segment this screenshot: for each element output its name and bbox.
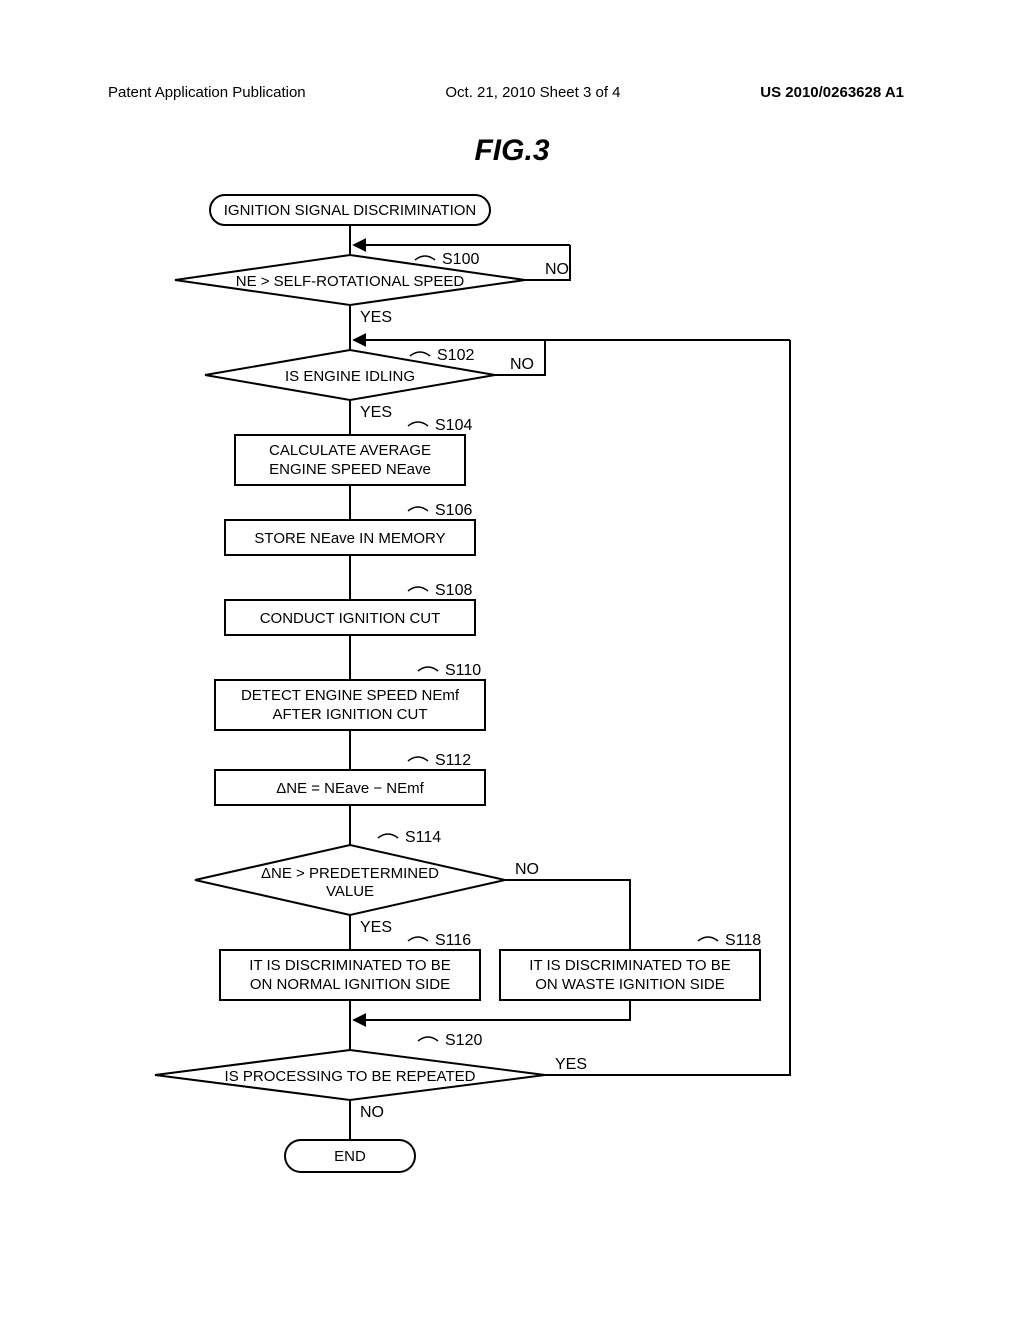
node-s116: IT IS DISCRIMINATED TO BE ON NORMAL IGNI… xyxy=(220,950,480,1000)
node-s100-text: NE > SELF-ROTATIONAL SPEED xyxy=(236,273,465,290)
node-s104-l2: ENGINE SPEED NEave xyxy=(269,461,431,478)
label-s110: S110 xyxy=(445,662,481,679)
s114-no: NO xyxy=(515,861,539,878)
page-header: Patent Application Publication Oct. 21, … xyxy=(0,84,1024,101)
node-s102-text: IS ENGINE IDLING xyxy=(285,368,415,385)
label-s104: S104 xyxy=(435,417,472,434)
node-s118-l1: IT IS DISCRIMINATED TO BE xyxy=(529,957,730,974)
s114-yes: YES xyxy=(360,919,392,936)
node-start: IGNITION SIGNAL DISCRIMINATION xyxy=(210,195,490,225)
label-s108: S108 xyxy=(435,582,472,599)
node-s108: CONDUCT IGNITION CUT xyxy=(225,600,475,635)
s100-no: NO xyxy=(545,261,569,278)
label-s106: S106 xyxy=(435,502,472,519)
node-s114: ΔNE > PREDETERMINED VALUE xyxy=(195,845,505,915)
node-s110: DETECT ENGINE SPEED NEmf AFTER IGNITION … xyxy=(215,680,485,730)
label-s118: S118 xyxy=(725,932,761,949)
figure-title: FIG.3 xyxy=(0,134,1024,168)
node-s110-l1: DETECT ENGINE SPEED NEmf xyxy=(241,687,460,704)
node-s118: IT IS DISCRIMINATED TO BE ON WASTE IGNIT… xyxy=(500,950,760,1000)
label-s120: S120 xyxy=(445,1032,482,1049)
header-right: US 2010/0263628 A1 xyxy=(760,84,904,101)
node-end-text: END xyxy=(334,1148,366,1165)
node-s116-l1: IT IS DISCRIMINATED TO BE xyxy=(249,957,450,974)
s120-yes: YES xyxy=(555,1056,587,1073)
s100-yes: YES xyxy=(360,309,392,326)
node-s112-text: ΔNE = NEave − NEmf xyxy=(276,780,424,797)
node-s114-l2: VALUE xyxy=(326,883,374,900)
flowchart: IGNITION SIGNAL DISCRIMINATION NE > SELF… xyxy=(150,190,890,1270)
node-s114-l1: ΔNE > PREDETERMINED xyxy=(261,865,439,882)
header-left: Patent Application Publication xyxy=(108,84,306,101)
s120-no: NO xyxy=(360,1104,384,1121)
node-s108-text: CONDUCT IGNITION CUT xyxy=(260,610,441,627)
node-s106: STORE NEave IN MEMORY xyxy=(225,520,475,555)
s102-no: NO xyxy=(510,356,534,373)
label-s114: S114 xyxy=(405,829,441,846)
node-s110-l2: AFTER IGNITION CUT xyxy=(273,706,428,723)
label-s116: S116 xyxy=(435,932,471,949)
node-end: END xyxy=(285,1140,415,1172)
label-s100: S100 xyxy=(442,251,479,268)
header-center: Oct. 21, 2010 Sheet 3 of 4 xyxy=(445,84,620,101)
node-s104-l1: CALCULATE AVERAGE xyxy=(269,442,431,459)
node-start-text: IGNITION SIGNAL DISCRIMINATION xyxy=(224,202,477,219)
label-s112: S112 xyxy=(435,752,471,769)
label-s102: S102 xyxy=(437,347,474,364)
node-s104: CALCULATE AVERAGE ENGINE SPEED NEave xyxy=(235,435,465,485)
node-s120: IS PROCESSING TO BE REPEATED xyxy=(155,1050,545,1100)
s102-yes: YES xyxy=(360,404,392,421)
node-s120-text: IS PROCESSING TO BE REPEATED xyxy=(225,1068,476,1085)
node-s112: ΔNE = NEave − NEmf xyxy=(215,770,485,805)
node-s106-text: STORE NEave IN MEMORY xyxy=(254,530,445,547)
node-s118-l2: ON WASTE IGNITION SIDE xyxy=(535,976,724,993)
node-s116-l2: ON NORMAL IGNITION SIDE xyxy=(250,976,450,993)
